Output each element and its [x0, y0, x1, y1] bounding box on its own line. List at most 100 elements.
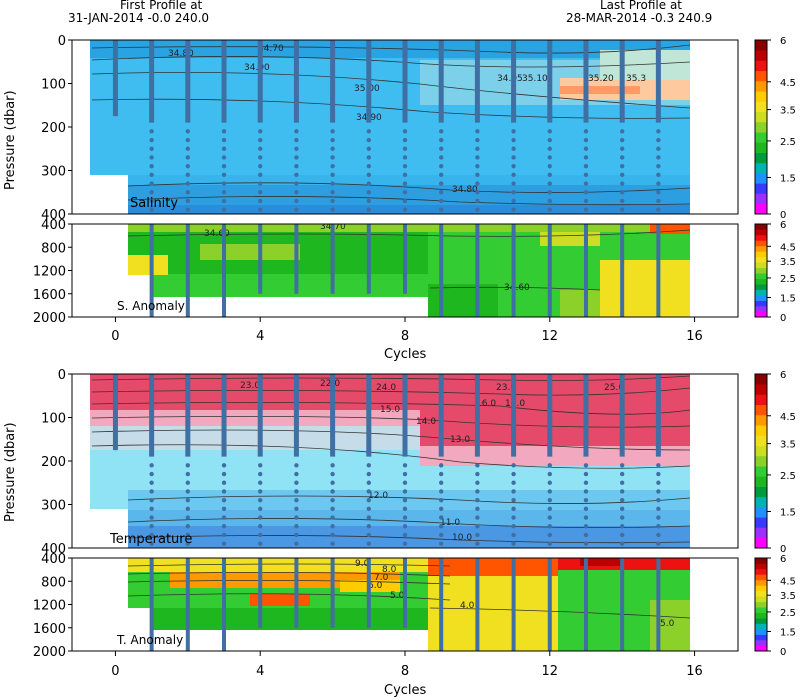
sa-contour-label: 34.60: [504, 283, 530, 293]
profile-point: [402, 489, 408, 494]
salinity-contour-label: 35.3: [626, 74, 646, 84]
y-tick-label: 2000: [33, 311, 66, 326]
ta-contour-label: 6.0: [368, 581, 383, 591]
profile-point: [149, 163, 154, 169]
colorbar-tick-label: 3.5: [780, 257, 796, 268]
profile-point: [330, 489, 335, 494]
profile-point: [330, 190, 335, 195]
colorbar-segment: [755, 142, 767, 153]
colorbar-segment: [755, 101, 767, 112]
profile-point: [258, 532, 263, 538]
profile-point: [475, 506, 480, 512]
profile-point: [547, 541, 552, 546]
profile-point: [258, 137, 263, 143]
profile-point: [330, 532, 335, 538]
temp-contour-label: 11.0: [440, 518, 460, 528]
profile-point: [149, 515, 154, 520]
profile-point: [619, 489, 625, 494]
profile-point: [583, 497, 589, 503]
profile-point: [221, 541, 227, 546]
profile-point: [402, 181, 408, 186]
profile-point: [258, 541, 263, 546]
profile-point: [366, 155, 372, 160]
profile-point: [656, 198, 661, 204]
profile-point: [511, 489, 516, 494]
profile-point: [402, 198, 408, 204]
colorbar-segment: [755, 289, 767, 296]
profile-point: [547, 480, 552, 485]
profile-point: [438, 480, 444, 485]
salinity-anomaly-panel-label: S. Anomaly: [117, 299, 185, 313]
profile-point: [475, 172, 480, 178]
colorbar-tick-label: 6: [780, 554, 786, 565]
profile-point: [221, 506, 227, 512]
profile-point: [294, 532, 299, 538]
profile-point: [366, 181, 372, 186]
temp-contour-label: 24.0: [376, 383, 396, 393]
temp-contour-label: 23.0: [496, 383, 516, 393]
profile-point: [619, 163, 625, 169]
profile-point: [366, 198, 372, 204]
profile-point: [294, 129, 299, 134]
profile-point: [583, 198, 589, 204]
profile-point: [330, 541, 335, 546]
profile-point: [330, 172, 335, 178]
profile-point: [330, 480, 335, 485]
profile-point: [185, 541, 191, 546]
salinity-anomaly-panel: 34.60 34.70 34.60: [72, 224, 738, 317]
y-tick-label: 1200: [33, 265, 66, 280]
x-tick-label: 16: [686, 664, 703, 679]
profile-point: [511, 541, 516, 546]
colorbar-segment: [755, 374, 767, 385]
profile-point: [619, 480, 625, 485]
profile-point: [583, 155, 589, 160]
profile-point: [547, 137, 552, 143]
profile-point: [656, 489, 661, 494]
profile-point: [656, 155, 661, 160]
profile-point: [656, 463, 661, 468]
profile-point: [258, 506, 263, 512]
profile-point: [258, 146, 263, 151]
profile-point: [547, 524, 552, 529]
profile-point: [185, 198, 191, 204]
profile-point: [330, 497, 335, 503]
ta-contour-label: 7.0: [374, 573, 389, 583]
x-tick-label: 16: [686, 329, 703, 344]
profile-point: [366, 146, 372, 151]
colorbar-segment: [755, 425, 767, 436]
profile-point: [475, 163, 480, 169]
colorbar-segment: [755, 256, 767, 263]
colorbar-segment: [755, 507, 767, 518]
profile-point: [149, 155, 154, 160]
profile-point: [656, 172, 661, 178]
profile-point: [619, 207, 625, 212]
y-tick-label: 1200: [33, 599, 66, 614]
salinity-y-axis-label: Pressure (dbar): [3, 90, 18, 190]
profile-point: [221, 198, 227, 204]
temp-contour-label: 23.0: [240, 381, 260, 391]
colorbar-segment: [755, 435, 767, 446]
colorbar-segment: [755, 240, 767, 247]
salinity-contour-label: 35.20: [588, 74, 614, 84]
colorbar-segment: [755, 618, 767, 624]
profile-point: [656, 480, 661, 485]
profile-point: [547, 190, 552, 195]
profile-point: [330, 207, 335, 212]
colorbar-tick-label: 3.5: [780, 591, 796, 602]
colorbar-tick-label: 2.5: [780, 137, 796, 148]
profile-point: [656, 515, 661, 520]
profile-point: [547, 181, 552, 186]
profile-point: [185, 506, 191, 512]
y-tick-label: 800: [41, 575, 66, 590]
profile-point: [547, 146, 552, 151]
profile-point: [583, 181, 589, 186]
profile-point: [475, 515, 480, 520]
profile-point: [221, 129, 227, 134]
profile-point: [511, 532, 516, 538]
profile-point: [475, 181, 480, 186]
colorbar-segment: [755, 152, 767, 164]
profile-point: [366, 515, 372, 520]
y-tick-label: 400: [41, 208, 66, 223]
x-axis-label-bottom: Cycles: [384, 683, 427, 698]
profile-point: [185, 129, 191, 134]
